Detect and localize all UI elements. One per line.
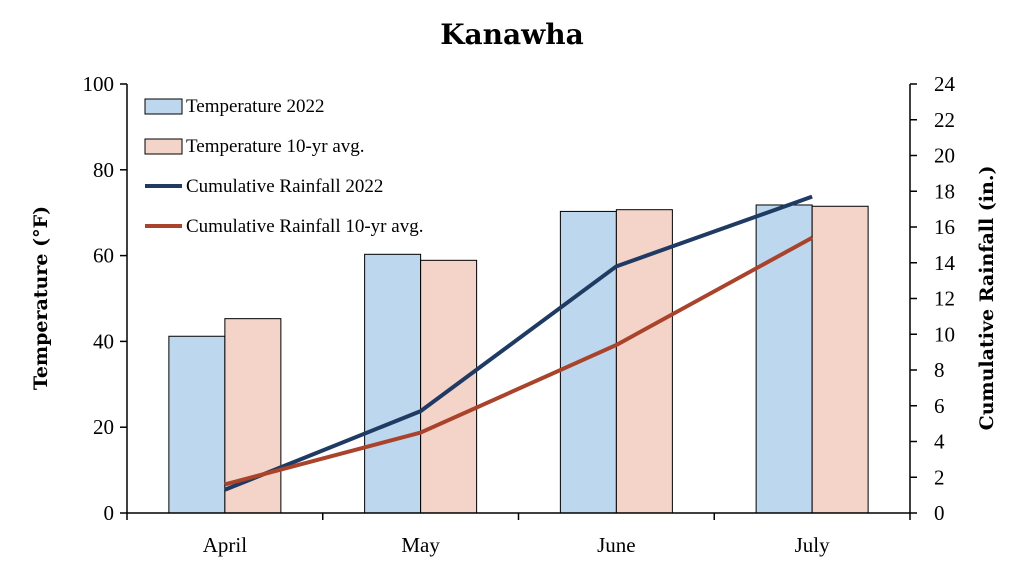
y-left-tick-label: 100: [83, 72, 115, 96]
y-right-tick-label: 8: [934, 358, 945, 382]
y-right-tick-label: 6: [934, 394, 945, 418]
bar-temperature-2022-may: [364, 253, 422, 514]
y-right-tick-label: 20: [934, 144, 955, 168]
y-left-tick-label: 0: [104, 501, 115, 525]
bar-temperature-10-yr-avg--may: [420, 259, 478, 514]
bar-temperature-10-yr-avg--july: [811, 205, 869, 514]
bar-temperature-2022-july: [755, 204, 813, 514]
legend-label-temperature-2022: Temperature 2022: [186, 96, 324, 117]
x-tick-label: April: [203, 533, 247, 557]
x-tick-label: June: [597, 533, 636, 557]
y-left-tick-label: 40: [93, 329, 114, 353]
line-cumulative-rainfall-2022: [224, 194, 813, 492]
y-right-tick-label: 22: [934, 108, 955, 132]
legend-swatch-temperature-10-yr-avg-: [144, 138, 183, 155]
chart-title: Kanawha: [440, 18, 584, 51]
bar-temperature-2022-june: [559, 210, 617, 514]
y-right-tick-label: 18: [934, 179, 955, 203]
x-tick-label: July: [795, 533, 831, 557]
y-right-tick-label: 2: [934, 465, 945, 489]
legend-swatch-temperature-2022: [144, 98, 183, 115]
x-tick-label: May: [401, 533, 440, 557]
y-left-tick-label: 60: [93, 244, 114, 268]
y-right-tick-label: 4: [934, 430, 945, 454]
legend-label-cumulative-rainfall-2022: Cumulative Rainfall 2022: [186, 176, 383, 197]
y-left-tick-label: 80: [93, 158, 114, 182]
y-right-tick-label: 0: [934, 501, 945, 525]
y-right-tick-label: 14: [934, 251, 956, 275]
y-right-tick-label: 10: [934, 322, 955, 346]
y-right-tick-label: 12: [934, 287, 955, 311]
y-right-tick-label: 16: [934, 215, 955, 239]
bar-temperature-2022-april: [168, 335, 226, 514]
line-cumulative-rainfall-10-yr-avg-: [224, 235, 814, 487]
y-right-tick-label: 24: [934, 72, 956, 96]
y-axis-left-label: Temperature (°F): [30, 206, 52, 390]
legend-label-temperature-10-yr-avg-: Temperature 10-yr avg.: [186, 136, 365, 157]
legend: Temperature 2022 Temperature 10-yr avg. Cu…: [144, 96, 423, 237]
legend-label-cumulative-rainfall-10-yr-avg-: Cumulative Rainfall 10-yr avg.: [186, 216, 423, 237]
y-axis-right-label: Cumulative Rainfall (in.): [976, 166, 998, 431]
y-left-tick-label: 20: [93, 415, 114, 439]
